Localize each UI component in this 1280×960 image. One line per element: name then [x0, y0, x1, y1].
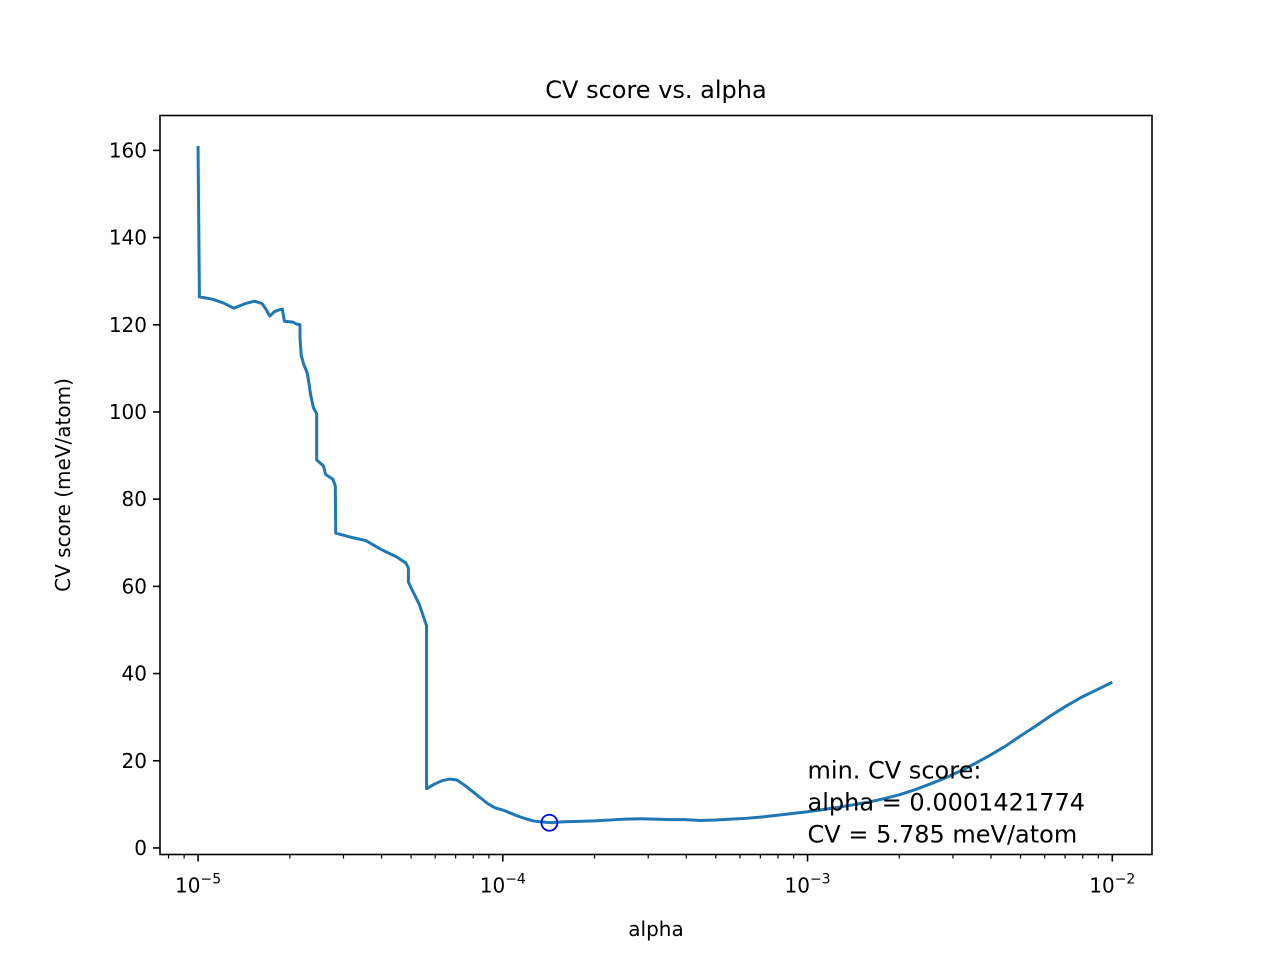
y-tick-label-3: 60 [122, 574, 147, 598]
plot-area [196, 146, 1113, 832]
x-tick-label-1: 10−4 [480, 872, 526, 898]
y-tick-label-1: 20 [122, 749, 147, 773]
annotation-line-1: alpha = 0.0001421774 [808, 789, 1086, 817]
y-axis: 0 20 40 60 80 100 120 140 160 [109, 138, 160, 860]
annotation-line-2: CV = 5.785 meV/atom [808, 821, 1078, 849]
axes-frame [159, 114, 1153, 856]
y-tick-label-0: 0 [134, 836, 147, 860]
y-tick-label-6: 120 [109, 313, 147, 337]
x-tick-label-3: 10−2 [1089, 872, 1135, 898]
y-tick-label-5: 100 [109, 400, 147, 424]
x-tick-label-0: 10−5 [175, 872, 221, 898]
chart-title: CV score vs. alpha [545, 76, 766, 104]
y-tick-label-8: 160 [109, 138, 147, 162]
y-tick-label-7: 140 [109, 226, 147, 250]
annotation-line-0: min. CV score: [808, 757, 982, 785]
min-score-annotation: min. CV score: alpha = 0.0001421774 CV = 5… [808, 757, 1086, 849]
x-axis: 10−5 10−4 10−3 10−2 [167, 854, 1135, 898]
y-axis-label: CV score (meV/atom) [51, 378, 75, 592]
y-tick-label-4: 80 [122, 487, 147, 511]
series-line-0 [196, 146, 1113, 825]
x-tick-label-2: 10−3 [784, 872, 830, 898]
y-tick-label-2: 40 [122, 662, 147, 686]
x-axis-label: alpha [628, 917, 683, 941]
min-score-marker [540, 813, 559, 832]
